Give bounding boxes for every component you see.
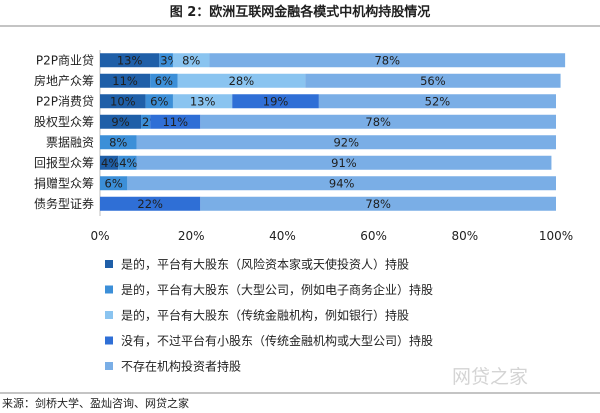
legend-swatch (105, 260, 113, 268)
source-note: 来源：剑桥大学、盈灿咨询、网贷之家 (2, 396, 189, 410)
bar-segment (177, 73, 306, 88)
bar-segment (100, 135, 137, 150)
x-tick-label: 20% (178, 229, 205, 243)
bar-segment (318, 94, 556, 109)
bar-segment (209, 53, 566, 68)
bar-segment (100, 176, 128, 191)
bar-segment (100, 53, 160, 68)
bar-segment (100, 94, 146, 109)
chart-title: 图 2：欧洲互联网金融各模式中机构持股情况 (170, 4, 431, 20)
bar-segment (136, 155, 552, 170)
bar-value-label: 13% (117, 53, 143, 67)
bar-value-label: 22% (137, 197, 163, 211)
legend: 是的，平台有大股东（风险资本家或天使投资人）持股是的，平台有大股东（大型公司，例… (105, 257, 433, 374)
legend-swatch (105, 311, 113, 319)
x-tick-label: 60% (360, 229, 387, 243)
category-label: P2P消费贷 (36, 94, 94, 108)
watermark-logo: 网贷之家 (452, 366, 528, 388)
legend-label: 是的，平台有大股东（大型公司，例如电子商务企业）持股 (121, 282, 433, 297)
bar-segment (118, 155, 137, 170)
x-tick-labels: 0% 20% 40% 60% 80% 100% (90, 229, 573, 243)
bar-segment (127, 176, 557, 191)
bar-segment (150, 73, 178, 88)
bar-segment (172, 94, 233, 109)
legend-swatch (105, 285, 113, 294)
bar-value-label: 4% (119, 156, 137, 170)
bar-segment (100, 73, 151, 88)
legend-label: 是的，平台有大股东（传统金融机构，例如银行）持股 (121, 308, 409, 323)
bar-value-label: 78% (374, 53, 400, 67)
category-label: 股权型众筹 (34, 115, 94, 129)
legend-swatch (105, 336, 113, 345)
category-label: 债务型证券 (34, 196, 94, 211)
category-label: 房地产众筹 (34, 73, 94, 88)
bar-value-label: 91% (331, 156, 357, 170)
bar-value-label: 19% (263, 94, 289, 108)
category-label: 回报型众筹 (34, 155, 94, 170)
bar-value-label: 78% (365, 115, 391, 129)
bar-value-label: 52% (425, 94, 451, 108)
bar-segment (150, 114, 201, 129)
legend-label: 不存在机构投资者持股 (121, 359, 241, 374)
bar-segment (172, 53, 210, 68)
bar-value-label: 9% (111, 115, 129, 129)
bar-value-label: 8% (109, 135, 127, 149)
bar-value-label: 10% (110, 94, 136, 108)
bar-value-label: 11% (162, 115, 188, 129)
bar-value-label: 6% (150, 94, 168, 108)
bar-value-label: 94% (329, 176, 355, 190)
x-tick-label: 40% (269, 229, 296, 243)
bar-segment (100, 196, 201, 211)
bar-value-label: 11% (112, 74, 138, 88)
bar-segment (100, 114, 142, 129)
bar-value-label: 78% (365, 197, 391, 211)
bar-value-label: 92% (333, 135, 359, 149)
bar-segment (145, 94, 173, 109)
legend-swatch (105, 362, 113, 370)
category-label: 票据融资 (46, 135, 94, 149)
bar-segment (200, 114, 556, 129)
bar-value-label: 56% (420, 74, 446, 88)
legend-label: 是的，平台有大股东（风险资本家或天使投资人）持股 (121, 257, 409, 272)
bar-value-label: 28% (229, 74, 255, 88)
bar-segment (232, 94, 319, 109)
bar-value-label: 6% (155, 74, 173, 88)
bar-value-label: 8% (182, 53, 200, 67)
bar-segment (141, 114, 151, 129)
bar-segment (100, 155, 119, 170)
bar-segment (305, 73, 561, 88)
x-tick-label: 100% (539, 229, 573, 243)
legend-label: 没有，不过平台有小股东（传统金融机构或大型公司）持股 (121, 333, 433, 348)
x-tick-label: 0% (90, 229, 109, 243)
bar-segment (136, 135, 557, 150)
bar-value-label: 13% (190, 94, 216, 108)
bar-segment (200, 196, 556, 211)
category-label: 捐赠型众筹 (34, 176, 94, 190)
bar-value-label: 6% (105, 176, 123, 190)
bar-segment (159, 53, 173, 68)
x-tick-label: 80% (451, 229, 478, 243)
bar-value-label: 4% (101, 156, 119, 170)
category-label: P2P商业贷 (36, 52, 94, 67)
bars-group: 13%3%8%78%11%6%28%56%10%6%13%19%52%9%2%1… (100, 53, 566, 211)
